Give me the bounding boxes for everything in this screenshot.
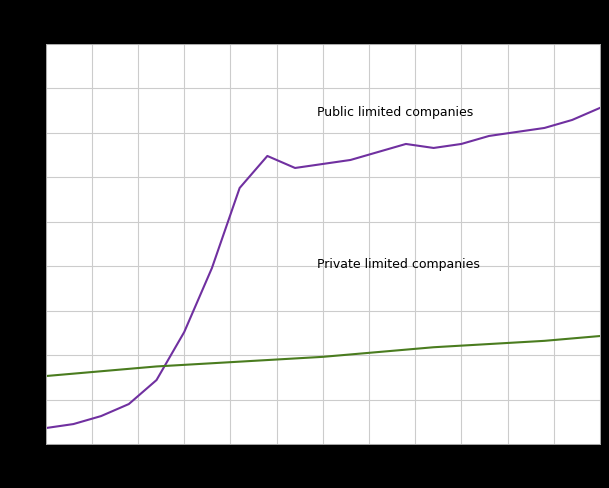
Text: Public limited companies: Public limited companies — [317, 106, 473, 119]
Text: Private limited companies: Private limited companies — [317, 258, 480, 271]
